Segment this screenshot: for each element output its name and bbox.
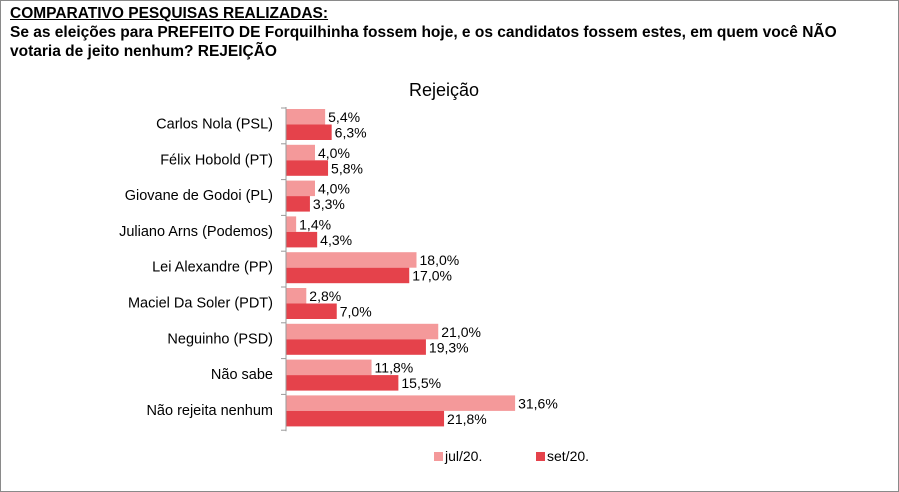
value-label: 17,0%: [412, 268, 452, 284]
value-label: 2,8%: [309, 288, 341, 304]
value-label: 15,5%: [401, 375, 441, 391]
report-header: COMPARATIVO PESQUISAS REALIZADAS: Se as …: [10, 4, 880, 61]
bar-set: [286, 375, 399, 391]
category-label: Neguinho (PSD): [167, 331, 273, 347]
bar-set: [286, 267, 410, 284]
bar-jul: [286, 252, 417, 268]
bar-jul: [286, 288, 307, 304]
bar-set: [286, 303, 337, 319]
value-label: 5,8%: [331, 160, 363, 176]
legend-swatch: [434, 452, 443, 461]
category-label: Félix Hobold (PT): [160, 152, 273, 168]
bar-jul: [286, 359, 372, 376]
category-label: Não sabe: [211, 367, 273, 383]
report-title: COMPARATIVO PESQUISAS REALIZADAS:: [10, 5, 329, 22]
value-label: 19,3%: [429, 339, 469, 355]
survey-question: Se as eleições para PREFEITO DE Forquilh…: [10, 24, 837, 60]
value-label: 6,3%: [335, 125, 367, 141]
value-label: 21,8%: [447, 411, 487, 427]
legend-label: set/20.: [547, 448, 589, 464]
category-label: Giovane de Godoi (PL): [125, 188, 273, 204]
bar-set: [286, 124, 332, 140]
chart-legend: jul/20. set/20.: [434, 448, 589, 464]
bar-jul: [286, 109, 326, 125]
bar-jul: [286, 180, 315, 197]
plot-area: Carlos Nola (PSL) 5,4%6,3% Félix Hobold (P…: [119, 107, 558, 432]
category-label: Juliano Arns (Podemos): [119, 224, 273, 240]
value-label: 3,3%: [313, 196, 345, 212]
bar-jul: [286, 323, 439, 340]
legend-swatch: [536, 452, 545, 461]
value-label: 4,0%: [318, 145, 350, 161]
legend-label: jul/20.: [444, 448, 482, 464]
value-label: 18,0%: [420, 252, 460, 268]
bar-set: [286, 160, 329, 176]
category-label: Maciel Da Soler (PDT): [128, 296, 273, 312]
value-label: 4,3%: [320, 232, 352, 248]
bar-jul: [286, 216, 297, 232]
chart-title: Rejeição: [409, 80, 479, 100]
category-label: Lei Alexandre (PP): [152, 260, 273, 276]
category-label: Não rejeita nenhum: [146, 403, 273, 419]
value-label: 4,0%: [318, 181, 350, 197]
category-label: Carlos Nola (PSL): [156, 117, 273, 133]
bar-set: [286, 231, 318, 248]
bar-set: [286, 196, 310, 212]
value-label: 1,4%: [299, 216, 331, 232]
value-label: 5,4%: [328, 109, 360, 125]
bar-set: [286, 410, 445, 427]
bar-set: [286, 339, 426, 355]
bar-jul: [286, 395, 516, 411]
value-label: 31,6%: [518, 395, 558, 411]
value-label: 7,0%: [340, 304, 372, 320]
value-label: 11,8%: [375, 360, 414, 376]
value-label: 21,0%: [441, 324, 481, 340]
bar-jul: [286, 144, 315, 161]
